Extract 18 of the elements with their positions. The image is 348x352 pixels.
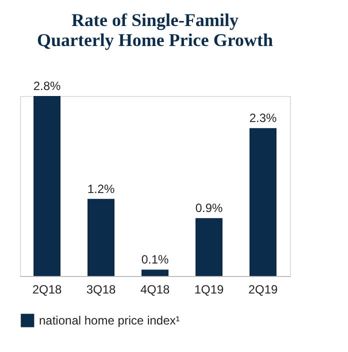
text: Rate of Single-Family (72, 10, 238, 30)
bar (34, 96, 60, 276)
data-label: 2.3% (249, 111, 277, 126)
x-tick-label: 1Q19 (194, 282, 224, 296)
x-tick-label: 4Q18 (140, 282, 170, 296)
bar (250, 128, 276, 276)
data-label: 2.8% (33, 79, 61, 93)
data-label: 0.1% (141, 252, 169, 267)
bar (88, 198, 114, 276)
bar (142, 270, 168, 276)
x-tick-label: 2Q18 (32, 282, 62, 296)
text: Quarterly Home Price Growth (36, 30, 274, 50)
legend-label: national home price index¹ (39, 314, 180, 328)
x-tick-label: 3Q18 (86, 282, 116, 296)
data-label: 0.9% (195, 201, 223, 216)
bar (196, 218, 222, 276)
x-tick-label: 2Q19 (248, 282, 278, 296)
data-label: 1.2% (87, 182, 115, 196)
